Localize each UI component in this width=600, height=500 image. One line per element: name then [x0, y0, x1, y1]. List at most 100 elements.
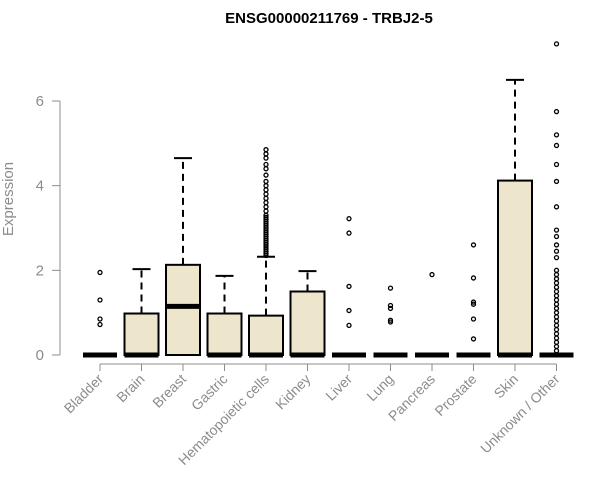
outlier-point [553, 322, 560, 329]
outlier-point [553, 339, 560, 345]
outlier-point [553, 293, 560, 299]
outlier-point [263, 172, 269, 178]
box-group [83, 269, 117, 358]
boxes [83, 41, 574, 358]
outlier-point [553, 348, 560, 354]
outlier-point [553, 267, 560, 273]
outlier-point [346, 216, 352, 222]
outlier-point [263, 187, 269, 193]
box-group [373, 285, 408, 358]
outlier-point [263, 155, 269, 161]
outlier-point [553, 142, 560, 149]
outlier-point [97, 316, 103, 322]
outlier-point [553, 280, 560, 286]
outlier-point [553, 178, 560, 185]
chart-title: ENSG00000211769 - TRBJ2-5 [225, 10, 433, 27]
outlier-point [97, 269, 103, 276]
outlier-point [470, 299, 477, 305]
outlier-point [346, 230, 352, 236]
outlier-point [553, 335, 560, 341]
outlier-point [263, 191, 269, 197]
outlier-point [553, 301, 560, 307]
outlier-point [263, 178, 269, 185]
outlier-point [263, 208, 269, 214]
outlier-point [470, 301, 477, 307]
outlier-point [470, 242, 477, 248]
outlier-point [553, 284, 560, 290]
y-tick-label: 4 [36, 178, 44, 195]
outlier-point [553, 310, 560, 316]
outlier-point [263, 214, 269, 221]
x-tick-label: Lung [363, 371, 396, 404]
x-tick-label: Liver [322, 371, 355, 404]
box-group [539, 41, 574, 358]
box-group [123, 268, 160, 358]
outlier-point [553, 314, 560, 320]
x-tick-label: Skin [491, 371, 522, 402]
outlier-point [263, 166, 269, 172]
y-tick-label: 2 [36, 262, 44, 279]
outlier-point [553, 271, 560, 278]
box-group [248, 147, 284, 358]
outlier-point [387, 305, 394, 312]
outlier-point [553, 305, 560, 312]
outlier-point [553, 227, 560, 233]
y-tick-label: 0 [36, 347, 44, 364]
box-group [206, 274, 243, 358]
box-iqr [165, 263, 201, 356]
box-group [497, 78, 533, 358]
outlier-point [346, 283, 352, 290]
x-tick-label: Brain [113, 371, 147, 405]
y-axis-label: Expression [0, 162, 17, 236]
outlier-point [553, 204, 560, 210]
x-tick-label: Bladder [61, 371, 107, 417]
outlier-point [553, 242, 560, 248]
outlier-point [553, 254, 560, 261]
outlier-point [553, 248, 560, 254]
outlier-point [346, 307, 352, 314]
outlier-point [97, 297, 103, 303]
outlier-point [553, 288, 560, 295]
box-iqr [289, 290, 326, 356]
outlier-point [553, 318, 560, 324]
outlier-point [97, 321, 103, 328]
outlier-point [429, 271, 435, 278]
outlier-point [553, 331, 560, 337]
outlier-point [263, 183, 269, 189]
outlier-point [263, 147, 269, 153]
box-iqr [497, 179, 533, 356]
outlier-point [553, 326, 560, 333]
outlier-point [470, 336, 477, 342]
outlier-point [387, 285, 394, 291]
outlier-point [470, 316, 477, 322]
outlier-point [387, 302, 394, 309]
outlier-point [553, 343, 560, 350]
box-iqr [248, 314, 284, 357]
box-group [415, 271, 449, 358]
outlier-point [263, 204, 269, 210]
outlier-point [387, 317, 394, 323]
outlier-point [553, 161, 560, 168]
outlier-point [553, 233, 560, 240]
outlier-point [553, 297, 560, 303]
outlier-point [553, 132, 560, 138]
box-group [165, 157, 201, 356]
outlier-point [263, 161, 269, 168]
box-iqr [123, 312, 160, 357]
box-iqr [206, 312, 243, 357]
x-tick-label: Kidney [272, 371, 314, 413]
x-tick-label: Unknown / Other [477, 371, 563, 457]
outlier-point [263, 195, 269, 202]
outlier-point [553, 276, 560, 282]
box-group [332, 216, 366, 358]
y-tick-label: 6 [36, 93, 44, 110]
box-group [456, 242, 491, 358]
outlier-point [553, 41, 560, 47]
outlier-point [346, 322, 352, 329]
x-tick-label: Prostate [431, 371, 479, 419]
box-group [289, 270, 326, 358]
outlier-point [553, 108, 560, 115]
x-tick-label: Breast [149, 371, 189, 411]
